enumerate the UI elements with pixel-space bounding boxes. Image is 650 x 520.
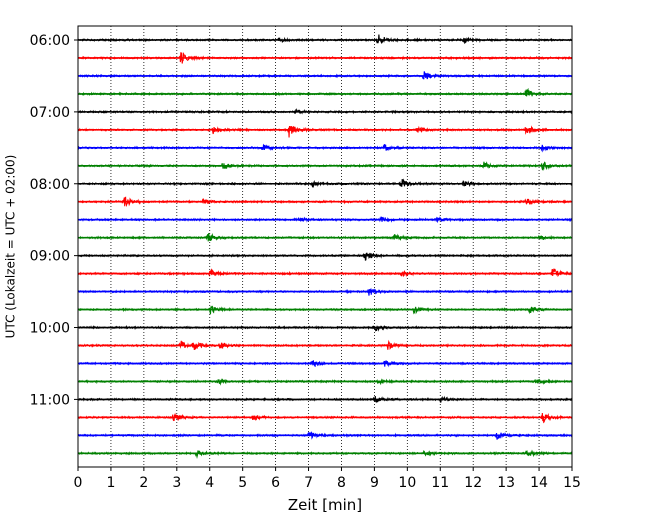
trace-row: [77, 143, 573, 153]
trace-line: [77, 287, 573, 296]
trace-row: [77, 287, 573, 296]
x-tick-label: 5: [238, 475, 247, 491]
y-tick-label: 06:00: [30, 33, 70, 49]
x-tick-label: 7: [304, 475, 313, 491]
trace-row: [77, 196, 573, 208]
trace-row: [77, 252, 573, 261]
trace-row: [77, 161, 573, 171]
trace-row: [77, 34, 573, 45]
y-axis-title: UTC (Lokalzeit = UTC + 02:00): [4, 155, 18, 339]
x-tick-label: 14: [530, 475, 548, 491]
x-tick-label: 12: [464, 475, 482, 491]
trace-row: [77, 449, 573, 459]
trace-row: [77, 268, 573, 278]
x-tick-label: 4: [205, 475, 214, 491]
trace-row: [77, 87, 573, 97]
x-tick-label: 10: [398, 475, 416, 491]
trace-row: [77, 339, 573, 350]
x-tick-label: 3: [172, 475, 181, 491]
x-tick-label: 0: [74, 475, 83, 491]
trace-row: [77, 51, 573, 64]
trace-line: [77, 252, 573, 261]
trace-row: [77, 178, 573, 189]
trace-row: [77, 71, 573, 80]
x-tick-label: 15: [563, 475, 581, 491]
seismic-traces: [77, 34, 573, 459]
plot-frame: [77, 25, 573, 468]
trace-row: [77, 395, 573, 404]
trace-row: [77, 232, 573, 242]
trace-line: [77, 178, 573, 189]
x-tick-label: 13: [497, 475, 515, 491]
trace-row: [77, 324, 573, 332]
trace-row: [77, 360, 573, 368]
trace-line: [77, 87, 573, 97]
x-tick-label: 2: [139, 475, 148, 491]
trace-row: [77, 431, 573, 440]
grid-lines: [110, 26, 540, 467]
axes: 0 1 2 3 4 5 6 7 8 9 10 11 12 13 14 1506:0007:0008:0009:…: [30, 25, 581, 491]
trace-row: [77, 305, 573, 315]
y-tick-label: 10:00: [30, 321, 70, 337]
x-tick-label: 8: [337, 475, 346, 491]
trace-row: [77, 412, 573, 424]
trace-row: [77, 125, 573, 138]
y-tick-label: 08:00: [30, 177, 70, 193]
trace-line: [77, 125, 573, 138]
trace-row: [77, 378, 573, 386]
trace-row: [77, 108, 573, 115]
x-tick-label: 1: [106, 475, 115, 491]
x-axis-title: Zeit [min]: [288, 496, 362, 514]
trace-line: [77, 34, 573, 45]
trace-line: [77, 268, 573, 278]
x-tick-label: 11: [431, 475, 449, 491]
y-tick-label: 11:00: [30, 392, 70, 408]
x-tick-label: 9: [370, 475, 379, 491]
x-tick-label: 6: [271, 475, 280, 491]
y-tick-label: 09:00: [30, 249, 70, 265]
trace-row: [77, 216, 573, 224]
y-tick-label: 07:00: [30, 105, 70, 121]
